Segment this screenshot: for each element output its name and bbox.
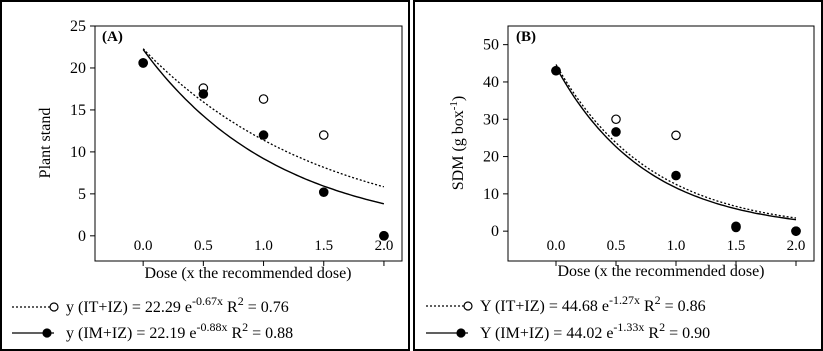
fit-curves-a	[142, 48, 385, 205]
data-point-a-s1	[258, 94, 269, 104]
y-tick-label-a: 15	[70, 102, 86, 119]
y-tick-label-b: 10	[483, 186, 499, 203]
x-tick-label-b: 0.5	[607, 238, 626, 254]
legend-equation: Y (IT+IZ) = 44.68 e	[480, 298, 609, 315]
legend-equation: Y (IM+IZ) = 44.02 e	[480, 325, 613, 342]
legend-equation: y (IM+IZ) = 22.19 e	[66, 325, 196, 342]
legend-marker-b-2	[456, 328, 466, 338]
legend-a: y (IT+IZ) = 22.29 e-0.67x R2 = 0.76y (IM…	[12, 294, 293, 342]
legend-text-a-1: y (IT+IZ) = 22.29 e-0.67x R2 = 0.76	[66, 294, 289, 316]
x-tick-label-a: 0.0	[134, 238, 153, 254]
x-tick-label-a: 1.5	[314, 238, 333, 254]
y-axis-label-a: Plant stand	[37, 108, 54, 179]
x-tick-label-b: 1.5	[727, 238, 746, 254]
fit-curve-b-2	[555, 66, 797, 221]
data-point-a-s2	[198, 89, 209, 99]
legend-b: Y (IT+IZ) = 44.68 e-1.27x R2 = 0.86Y (IM…	[426, 293, 710, 342]
data-point-b-s2	[671, 170, 681, 181]
legend-text-b-2: Y (IM+IZ) = 44.02 e-1.33x R2 = 0.90	[480, 320, 710, 342]
fit-curve-b-1	[555, 64, 797, 219]
panel-label-a: (A)	[102, 29, 123, 45]
x-tick-label-b: 1.0	[667, 238, 686, 254]
legend-r2-exponent: 2	[242, 320, 248, 334]
data-point-b-s2	[611, 127, 621, 137]
data-point-a-s1	[318, 130, 329, 140]
y-axis-a: 0 5 10 15 20 25	[70, 18, 95, 245]
data-point-b-s2	[791, 226, 801, 236]
data-points-a	[138, 58, 389, 241]
legend-r2: R	[640, 298, 655, 315]
legend-exponent: -1.33x	[613, 320, 644, 334]
legend-r2-value: = 0.86	[661, 298, 706, 315]
legend-text-b-1: Y (IT+IZ) = 44.68 e-1.27x R2 = 0.86	[480, 293, 706, 315]
legend-marker-a-1	[49, 302, 59, 312]
legend-equation: y (IT+IZ) = 22.29 e	[66, 299, 192, 316]
data-point-b-s2	[551, 65, 561, 76]
fit-curve-a-1	[142, 48, 385, 188]
y-tick-label-a: 10	[70, 144, 86, 161]
data-point-a-s2	[318, 187, 329, 197]
x-axis-b: 0.0 0.5 1.0 1.5 2.0	[547, 238, 806, 266]
y-tick-label-b: 20	[483, 149, 499, 166]
x-tick-label-b: 0.0	[547, 238, 566, 254]
y-tick-label-b: 30	[483, 111, 499, 128]
legend-r2-exponent: 2	[655, 293, 661, 307]
legend-exponent: -0.67x	[192, 294, 223, 308]
y-tick-label-b: 40	[483, 74, 499, 91]
legend-marker-b-1	[463, 301, 473, 311]
legend-r2-value: = 0.76	[244, 299, 289, 316]
panel-b: (B) 0 10 20 30 40 50 0.0 0.5 1.0 1.5 2.0 SDM (g b…	[426, 25, 815, 342]
data-point-b-s1	[611, 114, 621, 125]
x-axis-label-b: Dose (x the recommended dose)	[557, 263, 764, 280]
data-point-a-s2	[138, 58, 148, 68]
data-point-a-s2	[258, 130, 269, 140]
x-tick-label-a: 1.0	[254, 238, 273, 254]
x-axis-label-a: Dose (x the recommended dose)	[144, 265, 351, 282]
plot-area-a	[94, 25, 403, 262]
legend-exponent: -1.27x	[609, 293, 640, 307]
legend-r2: R	[227, 325, 242, 342]
panel-a: (A) 0 5 10 15 20 25 0.0 0.5 1.0 1.5 2.0 Plant sta…	[12, 18, 403, 342]
fit-curve-a-2	[142, 49, 385, 205]
panel-label-b: (B)	[516, 29, 536, 45]
plot-area-b	[507, 25, 815, 262]
legend-r2-exponent: 2	[659, 320, 665, 334]
data-point-b-s1	[671, 130, 681, 141]
legend-text-a-2: y (IM+IZ) = 22.19 e-0.88x R2 = 0.88	[66, 320, 293, 342]
y-axis-label-b-close: )	[450, 96, 467, 101]
y-tick-label-b: 50	[483, 37, 499, 54]
panel-b-frame	[413, 0, 823, 351]
legend-r2-value: = 0.88	[248, 325, 293, 342]
legend-r2: R	[223, 299, 238, 316]
legend-r2-exponent: 2	[238, 294, 244, 308]
x-tick-label-b: 2.0	[787, 238, 806, 254]
y-tick-label-a: 20	[70, 60, 86, 77]
y-tick-label-a: 25	[70, 18, 86, 35]
legend-r2-value: = 0.90	[665, 325, 710, 342]
data-points-b	[551, 65, 801, 236]
y-axis-label-b: SDM (g box-1)	[448, 96, 467, 191]
legend-marker-a-2	[42, 328, 52, 338]
x-tick-label-a: 2.0	[375, 238, 394, 254]
y-tick-label-b: 0	[491, 223, 499, 240]
data-point-a-s2	[379, 231, 389, 241]
fit-curves-b	[555, 64, 797, 221]
y-tick-label-a: 0	[78, 228, 86, 245]
x-axis-a: 0.0 0.5 1.0 1.5 2.0	[134, 238, 394, 266]
legend-exponent: -0.88x	[196, 320, 227, 334]
legend-r2: R	[644, 325, 659, 342]
x-tick-label-a: 0.5	[194, 238, 213, 254]
y-tick-label-a: 5	[78, 186, 86, 203]
y-axis-label-b-sup: -1	[448, 101, 460, 110]
y-axis-label-b-main: SDM (g box	[450, 110, 467, 190]
panel-a-frame	[0, 0, 410, 351]
data-point-b-s2	[731, 221, 741, 232]
y-axis-b: 0 10 20 30 40 50	[483, 37, 508, 240]
